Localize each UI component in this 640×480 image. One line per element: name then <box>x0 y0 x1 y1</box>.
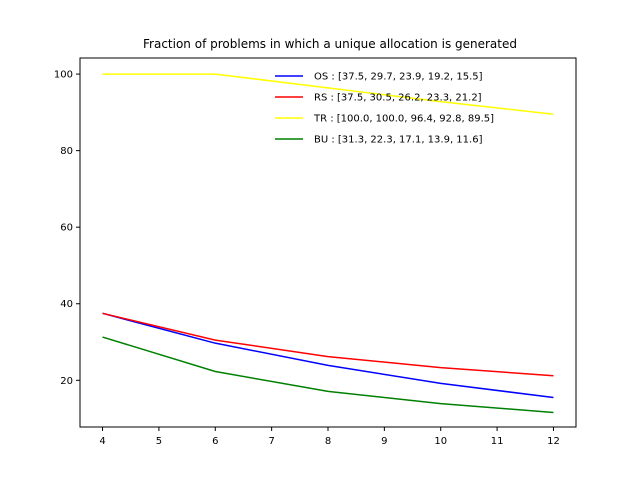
x-tick-label: 10 <box>434 436 447 447</box>
y-tick-label: 80 <box>60 146 73 157</box>
chart-title: Fraction of problems in which a unique a… <box>143 37 517 51</box>
series-line-tr <box>102 73 554 116</box>
y-axis: 20 40 60 80 100 <box>54 70 80 387</box>
x-tick-label: 7 <box>268 436 274 447</box>
y-tick-label: 60 <box>60 223 73 234</box>
series-line-rs <box>102 312 554 377</box>
x-tick-label: 4 <box>99 436 105 447</box>
series-line-os <box>102 312 554 399</box>
y-tick-label: 100 <box>54 70 73 81</box>
legend-label-rs: RS : [37.5, 30.5, 26.2, 23.3, 21.2] <box>314 93 482 104</box>
x-tick-label: 8 <box>325 436 331 447</box>
y-tick-label: 20 <box>60 376 73 387</box>
legend-label-bu: BU : [31.3, 22.3, 17.1, 13.9, 11.6] <box>314 135 483 146</box>
series-line-bu <box>102 336 554 414</box>
x-tick-label: 12 <box>547 436 560 447</box>
series-layer <box>102 73 554 414</box>
legend: OS : [37.5, 29.7, 23.9, 19.2, 15.5] RS : … <box>275 72 494 146</box>
x-tick-label: 5 <box>156 436 162 447</box>
x-tick-label: 9 <box>381 436 387 447</box>
x-axis: 4 5 6 7 8 9 10 11 12 <box>99 427 560 447</box>
legend-label-os: OS : [37.5, 29.7, 23.9, 19.2, 15.5] <box>314 72 483 83</box>
x-tick-label: 6 <box>212 436 218 447</box>
y-tick-label: 40 <box>60 299 73 310</box>
legend-label-tr: TR : [100.0, 100.0, 96.4, 92.8, 89.5] <box>313 114 494 125</box>
x-tick-label: 11 <box>491 436 504 447</box>
